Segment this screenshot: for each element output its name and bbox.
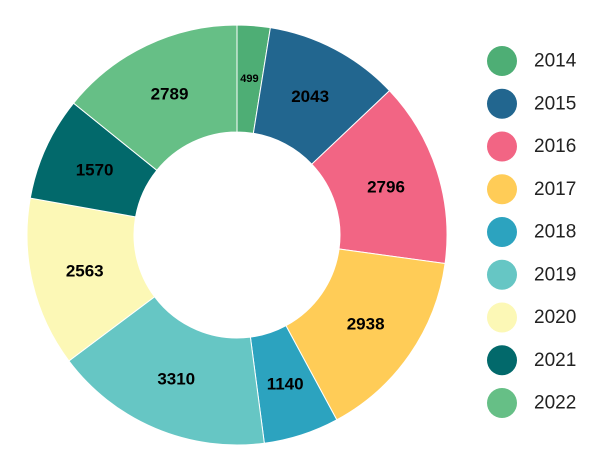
legend-marker-2014 (487, 46, 517, 76)
slice-2016 (311, 89, 448, 265)
legend-item-2020: 2020 (487, 302, 576, 333)
data-label-2014: 499 (240, 73, 258, 85)
legend-marker-2021 (487, 345, 517, 376)
legend-label-2015: 2015 (534, 93, 576, 114)
data-label-2018: 1140 (267, 374, 304, 393)
legend-marker-2020 (487, 302, 517, 333)
legend-label-2014: 2014 (534, 51, 577, 72)
slice-2022 (72, 24, 238, 172)
legend-item-2018: 2018 (487, 217, 576, 247)
slice-labels: 499 2043 2796 2938 1140 3310 2563 1570 2789 (66, 73, 405, 393)
legend-item-2021: 2021 (487, 345, 576, 376)
legend-marker-2016 (487, 131, 517, 162)
legend-item-2017: 2017 (487, 174, 576, 205)
legend-label-2017: 2017 (534, 179, 576, 200)
legend-marker-2015 (487, 88, 517, 119)
legend-label-2021: 2021 (534, 350, 576, 371)
data-label-2017: 2938 (347, 315, 385, 334)
legend-label-2022: 2022 (534, 393, 576, 414)
slice-2020 (26, 197, 156, 362)
legend-item-2014: 2014 (487, 46, 577, 76)
legend-label-2019: 2019 (534, 264, 576, 285)
slice-2017 (285, 248, 446, 421)
legend-label-2016: 2016 (534, 136, 576, 157)
legend-item-2019: 2019 (487, 259, 576, 290)
legend-label-2020: 2020 (534, 307, 576, 328)
legend-marker-2019 (487, 259, 517, 290)
legend-marker-2018 (487, 217, 517, 247)
data-label-2021: 1570 (76, 161, 114, 180)
data-label-2022: 2789 (151, 84, 189, 103)
data-label-2020: 2563 (66, 262, 104, 281)
legend-marker-2022 (487, 388, 517, 418)
data-label-2019: 3310 (157, 370, 195, 389)
legend-item-2022: 2022 (487, 388, 576, 418)
donut-slices (26, 24, 448, 446)
legend-marker-2017 (487, 174, 517, 205)
legend-item-2015: 2015 (487, 88, 576, 119)
slice-2019 (68, 296, 265, 446)
legend-item-2016: 2016 (487, 131, 576, 162)
data-label-2016: 2796 (367, 178, 405, 197)
legend-label-2018: 2018 (534, 222, 576, 243)
legend: 2014 2015 2016 2017 2018 2019 2020 2021 2022 (487, 46, 577, 418)
data-label-2015: 2043 (291, 87, 329, 106)
